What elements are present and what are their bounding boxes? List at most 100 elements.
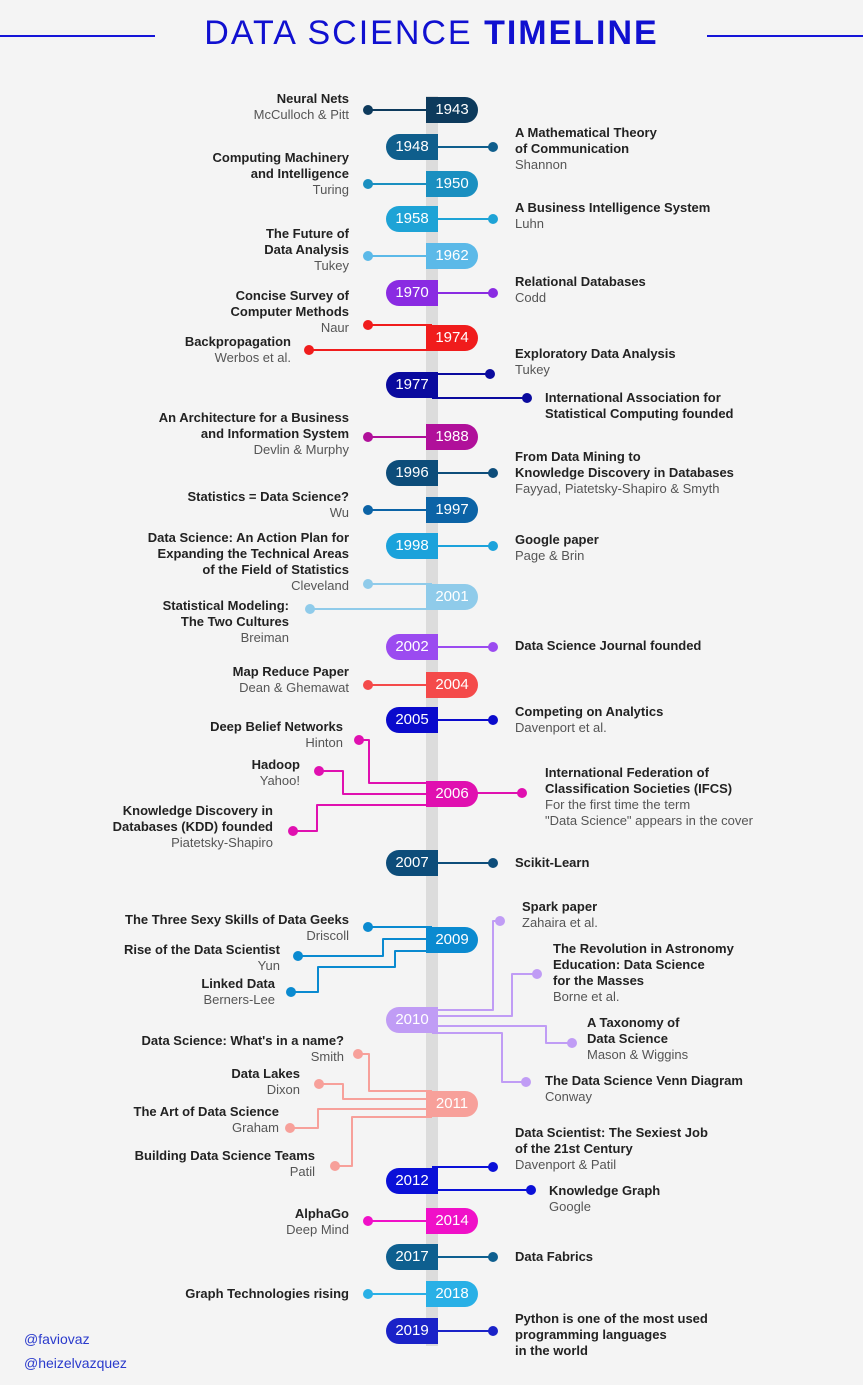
year-badge: 2004: [426, 672, 478, 698]
event-dot: [488, 142, 498, 152]
event-title: Knowledge Discovery in Databases (KDD) f…: [112, 803, 273, 834]
timeline-event: Data Science Journal founded: [515, 638, 701, 654]
event-title: Statistics = Data Science?: [187, 489, 350, 504]
timeline-event: Competing on Analytics Davenport et al.: [515, 704, 663, 736]
event-author: Wu: [329, 505, 349, 520]
event-dot: [488, 642, 498, 652]
connector-line: [291, 950, 432, 993]
event-author: Dixon: [266, 1082, 300, 1097]
timeline-event: Concise Survey of Computer Methods Naur: [231, 288, 349, 336]
year-badge: 1977: [386, 372, 438, 398]
event-title: The Three Sexy Skills of Data Geeks: [125, 912, 349, 927]
event-title: Statistical Modeling: The Two Cultures: [162, 598, 289, 629]
timeline-event: Spark paper Zahaira et al.: [522, 899, 598, 931]
connector-line: [319, 770, 432, 795]
event-dot: [363, 179, 373, 189]
event-title: Knowledge Graph: [549, 1183, 661, 1198]
event-dot: [488, 858, 498, 868]
timeline-event: Rise of the Data Scientist Yun: [124, 942, 280, 974]
event-dot: [485, 369, 495, 379]
event-dot: [526, 1185, 536, 1195]
event-title: The Art of Data Science: [133, 1104, 279, 1119]
event-author: Hinton: [305, 735, 343, 750]
year-badge: 2012: [386, 1168, 438, 1194]
event-author: Cleveland: [291, 578, 349, 593]
header-rule-right: [707, 35, 863, 37]
event-title: Data Scientist: The Sexiest Job of the 2…: [515, 1125, 708, 1156]
event-dot: [532, 969, 542, 979]
event-author: Werbos et al.: [214, 350, 291, 365]
timeline-event: An Architecture for a Business and Infor…: [159, 410, 349, 458]
event-dot: [314, 766, 324, 776]
event-title: International Federation of Classificati…: [545, 765, 733, 796]
event-title: The Future of Data Analysis: [264, 226, 349, 257]
timeline-event: A Taxonomy of Data Science Mason & Wiggin…: [587, 1015, 688, 1063]
year-badge: 2007: [386, 850, 438, 876]
event-author: Tukey: [515, 362, 550, 377]
event-dot: [288, 826, 298, 836]
event-title: Building Data Science Teams: [134, 1148, 315, 1163]
event-author: Fayyad, Piatetsky-Shapiro & Smyth: [515, 481, 720, 496]
year-badge: 1962: [426, 243, 478, 269]
event-title: Deep Belief Networks: [210, 719, 343, 734]
event-dot: [304, 345, 314, 355]
connector-line: [358, 1053, 432, 1092]
event-dot: [488, 1252, 498, 1262]
year-badge: 2009: [426, 927, 478, 953]
timeline-event: The Revolution in Astronomy Education: D…: [553, 941, 734, 1005]
year-badge: 2005: [386, 707, 438, 733]
timeline-event: Scikit-Learn: [515, 855, 589, 871]
event-title: The Data Science Venn Diagram: [545, 1073, 743, 1088]
timeline-event: Google paper Page & Brin: [515, 532, 599, 564]
event-title: AlphaGo: [294, 1206, 349, 1221]
timeline-event: International Federation of Classificati…: [545, 765, 753, 829]
event-dot: [488, 288, 498, 298]
event-title: Spark paper: [522, 899, 598, 914]
event-title: Data Fabrics: [515, 1249, 594, 1264]
year-badge: 1998: [386, 533, 438, 559]
event-author: Turing: [312, 182, 349, 197]
event-author: Shannon: [515, 157, 568, 172]
event-dot: [488, 214, 498, 224]
year-badge: 2010: [386, 1007, 438, 1033]
page-title: DATA SCIENCE TIMELINE: [0, 14, 863, 53]
year-badge: 1974: [426, 325, 478, 351]
event-dot: [363, 505, 373, 515]
event-title: Computing Machinery and Intelligence: [212, 150, 349, 181]
event-author: Breiman: [240, 630, 289, 645]
event-dot: [488, 715, 498, 725]
connector-line: [432, 973, 537, 1017]
event-dot: [567, 1038, 577, 1048]
event-author: Mason & Wiggins: [587, 1047, 689, 1062]
timeline-event: From Data Mining to Knowledge Discovery …: [515, 449, 734, 497]
event-dot: [488, 468, 498, 478]
timeline-event: Computing Machinery and Intelligence Turi…: [212, 150, 349, 198]
event-title: Backpropagation: [184, 334, 291, 349]
event-title: International Association for Statistica…: [545, 390, 734, 421]
event-dot: [495, 916, 505, 926]
year-badge: 1943: [426, 97, 478, 123]
timeline-event: International Association for Statistica…: [545, 390, 734, 422]
year-badge: 2001: [426, 584, 478, 610]
timeline-event: AlphaGo Deep Mind: [286, 1206, 349, 1238]
event-title: Graph Technologies rising: [185, 1286, 349, 1301]
year-badge: 1950: [426, 171, 478, 197]
event-title: Google paper: [515, 532, 599, 547]
timeline-event: Knowledge Graph Google: [549, 1183, 660, 1215]
event-title: Concise Survey of Computer Methods: [230, 288, 349, 319]
event-dot: [286, 987, 296, 997]
title-bold: TIMELINE: [484, 14, 659, 52]
event-author: Berners-Lee: [203, 992, 275, 1007]
event-author: Deep Mind: [286, 1222, 349, 1237]
event-author: Naur: [320, 320, 349, 335]
year-badge: 1997: [426, 497, 478, 523]
event-author: Codd: [515, 290, 547, 305]
event-title: Competing on Analytics: [515, 704, 664, 719]
event-dot: [363, 1216, 373, 1226]
timeline-event: Statistics = Data Science? Wu: [188, 489, 350, 521]
event-title: Scikit-Learn: [515, 855, 590, 870]
event-author: Dean & Ghemawat: [239, 680, 349, 695]
year-badge: 1958: [386, 206, 438, 232]
timeline-event: Building Data Science Teams Patil: [135, 1148, 315, 1180]
timeline-event: Knowledge Discovery in Databases (KDD) f…: [113, 803, 273, 851]
